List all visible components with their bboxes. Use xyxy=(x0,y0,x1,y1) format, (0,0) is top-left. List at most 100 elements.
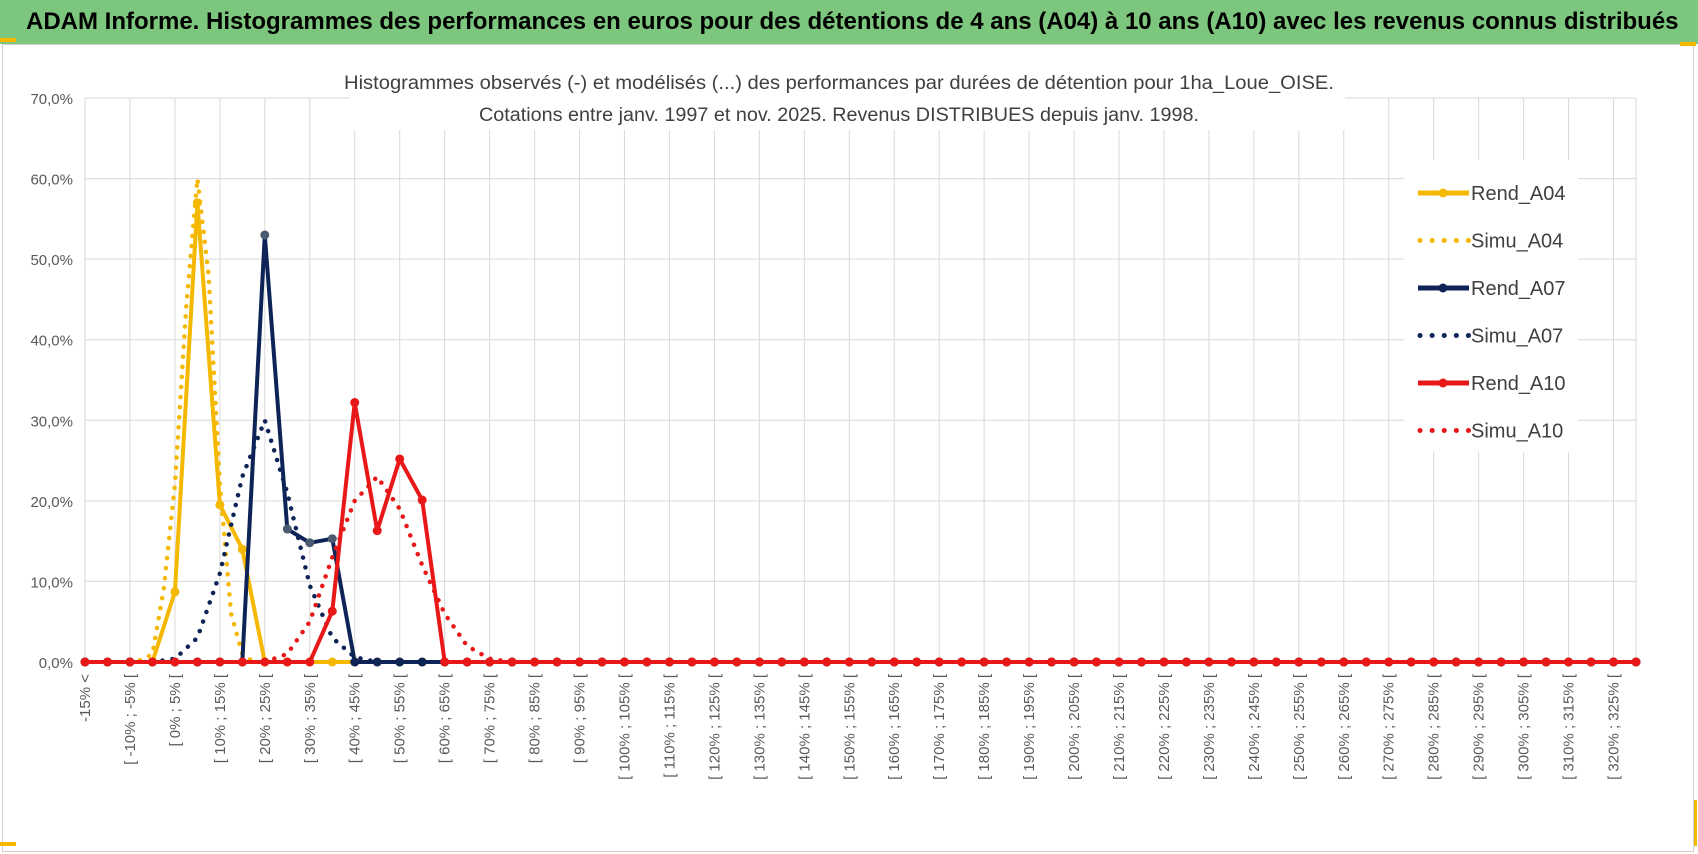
data-point xyxy=(305,538,315,548)
data-point xyxy=(597,657,607,667)
data-point xyxy=(1564,657,1574,667)
data-point xyxy=(889,657,899,667)
data-point xyxy=(709,657,719,667)
data-point xyxy=(147,657,157,667)
data-point xyxy=(237,544,247,554)
chart-title-line1: Histogrammes observés (-) et modélisés (… xyxy=(344,73,1334,94)
legend-entry: Simu_A04 xyxy=(1417,231,1563,253)
data-point xyxy=(642,657,652,667)
series-line-rend-a07 xyxy=(85,233,1636,664)
data-point xyxy=(844,657,854,667)
series-line-simu-a10 xyxy=(262,474,515,665)
data-point xyxy=(1136,657,1146,667)
x-tick-label: [ 320% ; 325% [ xyxy=(1606,673,1623,780)
x-tick-label: [ 220% ; 225% [ xyxy=(1156,673,1173,780)
corner-accent-bottom-right xyxy=(1694,800,1697,846)
legend: Rend_A04 Simu_A04 Rend_A07 Simu_A07 Rend_A10… xyxy=(1404,160,1578,452)
x-tick-label: [ 290% ; 295% [ xyxy=(1471,673,1488,780)
data-point xyxy=(799,657,809,667)
series-layer xyxy=(80,176,1641,667)
x-tick-label: [ 260% ; 265% [ xyxy=(1336,673,1353,780)
legend-entry: Rend_A10 xyxy=(1418,373,1566,395)
chart-title-line2: Cotations entre janv. 1997 et nov. 2025.… xyxy=(479,105,1199,126)
legend-label: Rend_A07 xyxy=(1471,278,1566,300)
data-point xyxy=(934,657,944,667)
data-point xyxy=(957,657,967,667)
y-tick-label: 40,0% xyxy=(30,333,73,350)
series-line-rend-a04 xyxy=(85,200,1636,664)
data-point xyxy=(417,657,427,667)
data-point xyxy=(237,657,247,667)
data-point xyxy=(530,657,540,667)
data-point xyxy=(552,657,562,667)
data-point xyxy=(1294,657,1304,667)
x-tick-label: [ 200% ; 205% [ xyxy=(1066,673,1083,780)
data-point xyxy=(282,657,292,667)
data-point xyxy=(1586,657,1596,667)
data-point xyxy=(462,657,472,667)
grid-layer xyxy=(84,97,1637,663)
legend-label: Simu_A07 xyxy=(1471,326,1563,348)
legend-marker xyxy=(1438,188,1448,198)
legend-marker xyxy=(1438,283,1448,293)
data-point xyxy=(1047,657,1057,667)
y-tick-label: 30,0% xyxy=(30,413,73,430)
y-tick-label: 70,0% xyxy=(30,91,73,108)
x-tick-label: [ 250% ; 255% [ xyxy=(1291,673,1308,780)
x-tick-label: [ 90% ; 95% [ xyxy=(572,673,589,763)
data-point xyxy=(372,657,382,667)
data-point xyxy=(1339,657,1349,667)
data-point xyxy=(80,657,90,667)
data-point xyxy=(1181,657,1191,667)
data-point xyxy=(350,398,360,408)
legend-entry: Simu_A10 xyxy=(1417,421,1563,443)
legend-label: Simu_A10 xyxy=(1471,421,1563,443)
legend-box xyxy=(1404,160,1578,452)
x-tick-label: [ 0% ; 5% [ xyxy=(167,673,184,746)
series-line-simu-a07 xyxy=(150,418,380,665)
data-point xyxy=(1069,657,1079,667)
data-point xyxy=(282,524,292,534)
data-point xyxy=(1002,657,1012,667)
data-point xyxy=(372,526,382,536)
x-tick-label: [ 40% ; 45% [ xyxy=(347,673,364,763)
data-point xyxy=(1406,657,1416,667)
series-line-rend-a10 xyxy=(85,400,1636,664)
data-point xyxy=(619,657,629,667)
legend-label: Rend_A04 xyxy=(1471,183,1566,205)
data-point xyxy=(305,657,315,667)
data-point xyxy=(395,657,405,667)
corner-accent-top-right xyxy=(1680,42,1696,46)
x-tick-label: [ 150% ; 155% [ xyxy=(841,673,858,780)
data-point xyxy=(125,657,135,667)
data-point xyxy=(327,534,337,544)
y-tick-label: 0,0% xyxy=(39,655,73,672)
legend-label: Simu_A04 xyxy=(1471,231,1563,253)
data-point xyxy=(1631,657,1641,667)
corner-accent-bottom-left xyxy=(0,842,16,846)
data-point xyxy=(575,657,585,667)
data-point xyxy=(327,657,337,667)
data-point xyxy=(417,495,427,505)
x-tick-label: [ 280% ; 285% [ xyxy=(1426,673,1443,780)
y-tick-label: 20,0% xyxy=(30,494,73,511)
x-tick-label: [ 270% ; 275% [ xyxy=(1381,673,1398,780)
axis-layer: 0,0% 10,0% 20,0% 30,0% 40,0% 50,0% 60,0% 70,0% -… xyxy=(30,91,1622,780)
data-point xyxy=(1519,657,1529,667)
x-tick-label: [ 300% ; 305% [ xyxy=(1516,673,1533,780)
y-tick-label: 60,0% xyxy=(30,172,73,189)
x-tick-label: [ 120% ; 125% [ xyxy=(706,673,723,780)
x-tick-label: [ 230% ; 235% [ xyxy=(1201,673,1218,780)
data-point xyxy=(260,230,270,240)
x-tick-label: [ 190% ; 195% [ xyxy=(1021,673,1038,780)
x-tick-label: [ 180% ; 185% [ xyxy=(976,673,993,780)
data-point xyxy=(1092,657,1102,667)
data-point xyxy=(170,587,180,597)
data-point xyxy=(102,657,112,667)
x-tick-label: [ 240% ; 245% [ xyxy=(1246,673,1263,780)
x-tick-label: [ 170% ; 175% [ xyxy=(931,673,948,780)
data-point xyxy=(664,657,674,667)
data-point xyxy=(822,657,832,667)
data-point xyxy=(912,657,922,667)
